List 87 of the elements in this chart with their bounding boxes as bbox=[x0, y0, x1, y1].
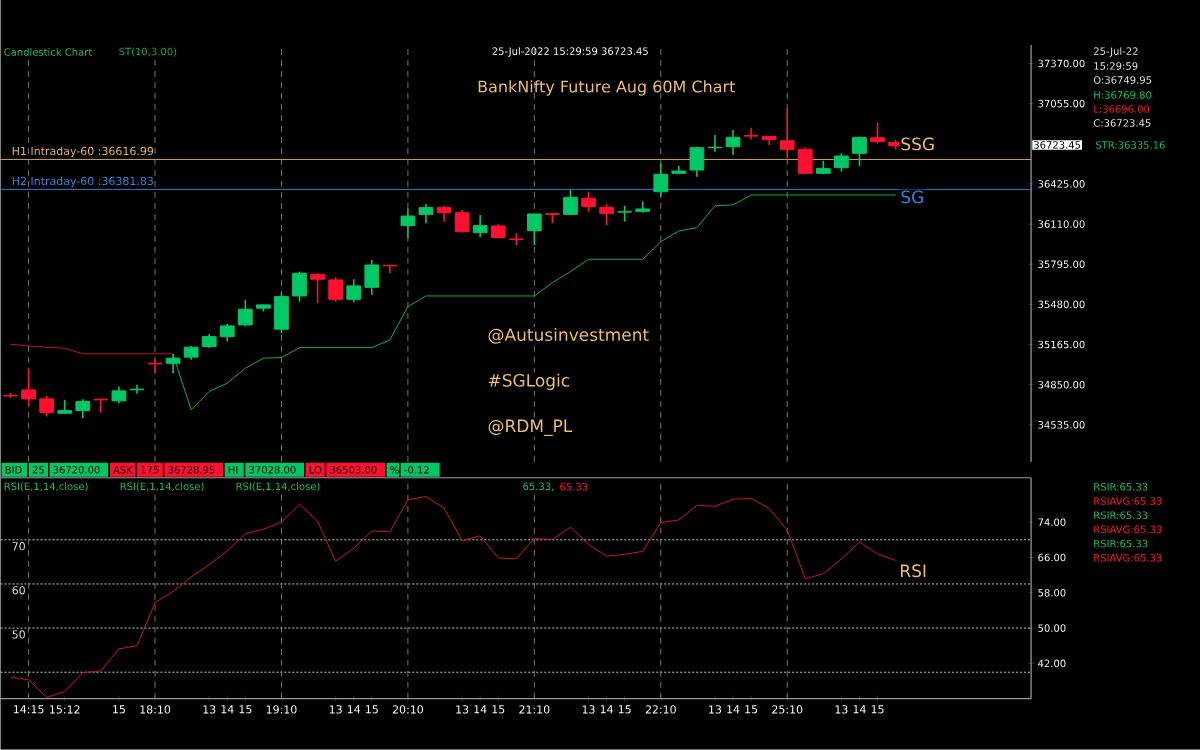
y-tick-label: 36110.00 bbox=[1038, 220, 1085, 229]
y-tick-label: 36425.00 bbox=[1038, 180, 1085, 188]
x-tick-label: 14:15 bbox=[13, 705, 44, 714]
annotation: Candlestick Chart bbox=[4, 48, 93, 56]
y-tick-label: 35480.00 bbox=[1038, 300, 1085, 309]
annotation: 65.33, bbox=[523, 482, 554, 492]
x-tick-label: 14 bbox=[221, 705, 234, 714]
text: L:36696.00 bbox=[1094, 105, 1150, 113]
text: ST(10,3.00) bbox=[119, 47, 177, 57]
text: -0.12 bbox=[404, 466, 429, 474]
ref-line-label: H1 Intraday-60 :36616.99 bbox=[12, 146, 154, 158]
text: RSIAVG:65.33 bbox=[1094, 525, 1162, 534]
text: 25-Jul-22 bbox=[1094, 47, 1138, 57]
text: 36723.45 bbox=[1034, 141, 1081, 149]
text: 37028.00 bbox=[249, 466, 296, 474]
text: 175 bbox=[141, 466, 159, 474]
y-tick-label: 34535.00 bbox=[1038, 421, 1085, 429]
text: 36720.00 bbox=[53, 466, 100, 474]
text: RSIAVG:65.33 bbox=[1094, 497, 1162, 505]
x-tick-label: 15 bbox=[239, 705, 252, 714]
annotation: RSI(E,1,14,close) bbox=[120, 482, 204, 492]
x-tick-label: 14 bbox=[347, 705, 361, 714]
x-tick-label: 15 bbox=[871, 705, 884, 714]
chart-subtitle: 25-Jul-2022 15:29:59 36723.45 bbox=[492, 47, 648, 57]
text: RSIR:65.33 bbox=[1094, 483, 1148, 491]
y-tick-label: 42.00 bbox=[1038, 659, 1066, 668]
text: RSIR:65.33 bbox=[1094, 511, 1148, 520]
y-tick-label: 50.00 bbox=[1038, 624, 1066, 633]
x-tick-label: 14 bbox=[727, 705, 740, 714]
text: ASK bbox=[113, 466, 133, 474]
annotation: RSI bbox=[901, 564, 926, 578]
annotation: 65.33 bbox=[560, 483, 588, 491]
ref-line-label: 50 bbox=[12, 630, 25, 639]
y-tick-label: 35165.00 bbox=[1038, 340, 1085, 349]
text: BankNifty Future Aug 60M Chart bbox=[478, 80, 736, 96]
x-tick-label: 14 bbox=[474, 705, 487, 714]
y-tick-label: 34850.00 bbox=[1038, 381, 1085, 389]
text: 15:29:59 bbox=[1094, 62, 1138, 70]
x-tick-label: 21:10 bbox=[519, 705, 550, 714]
text: 25 bbox=[32, 466, 44, 474]
x-tick-label: 22:10 bbox=[645, 705, 676, 714]
text: LO bbox=[309, 466, 322, 474]
x-tick-label: 13 bbox=[835, 705, 848, 714]
y-tick-label: 58.00 bbox=[1038, 589, 1066, 597]
x-tick-label: 19:10 bbox=[266, 705, 297, 714]
annotation: @Autusinvestment bbox=[488, 328, 649, 344]
x-tick-label: 18:10 bbox=[140, 705, 171, 714]
annotation: SG bbox=[901, 190, 923, 204]
text: % bbox=[390, 466, 399, 474]
text: STR:36335.16 bbox=[1095, 141, 1165, 149]
text: C:36723.45 bbox=[1093, 119, 1151, 127]
x-tick-label: 15 bbox=[618, 705, 631, 714]
y-tick-label: 37370.00 bbox=[1038, 59, 1085, 68]
text: RSIAVG:65.33 bbox=[1094, 554, 1162, 562]
x-tick-label: 13 bbox=[709, 705, 722, 714]
x-tick-label: 15 bbox=[492, 705, 505, 714]
x-tick-label: 15 bbox=[745, 705, 758, 714]
annotation: @RDM_PL bbox=[488, 419, 573, 437]
text: 36728.95 bbox=[168, 466, 215, 474]
text: O:36749.95 bbox=[1093, 76, 1152, 84]
ref-line-label: 70 bbox=[12, 542, 25, 551]
text: H:36769.80 bbox=[1094, 91, 1152, 99]
text: BID bbox=[5, 466, 22, 474]
x-tick-label: 13 bbox=[582, 705, 595, 714]
x-tick-label: 13 bbox=[329, 705, 342, 714]
y-tick-label: 66.00 bbox=[1038, 553, 1066, 562]
annotation: RSI(E,1,14,close) bbox=[236, 482, 320, 492]
x-tick-label: 13 bbox=[203, 705, 216, 714]
y-tick-label: 74.00 bbox=[1038, 518, 1066, 527]
annotation: RSI(E,1,14,close) bbox=[4, 482, 88, 492]
x-tick-label: 13 bbox=[456, 705, 469, 714]
x-tick-label: 14 bbox=[600, 705, 613, 714]
x-tick-label: 14 bbox=[853, 705, 866, 714]
y-tick-label: 35795.00 bbox=[1038, 260, 1085, 269]
text: HI bbox=[228, 466, 238, 474]
y-tick-label: 37055.00 bbox=[1038, 99, 1085, 108]
text: 36503.00 bbox=[330, 466, 377, 474]
ref-line-label: 60 bbox=[12, 586, 25, 595]
x-tick-label: 15 bbox=[365, 705, 378, 714]
x-tick-label: 20:10 bbox=[392, 705, 423, 714]
annotation: SSG bbox=[901, 137, 934, 151]
x-tick-label: 15:12 bbox=[50, 705, 80, 714]
annotation: #SGLogic bbox=[488, 373, 570, 391]
x-tick-label: 15 bbox=[113, 705, 125, 714]
x-tick-label: 25:10 bbox=[772, 705, 803, 714]
ref-line-label: H2 Intraday-60 :36381.83 bbox=[12, 176, 153, 188]
text: RSIR:65.33 bbox=[1094, 539, 1148, 548]
